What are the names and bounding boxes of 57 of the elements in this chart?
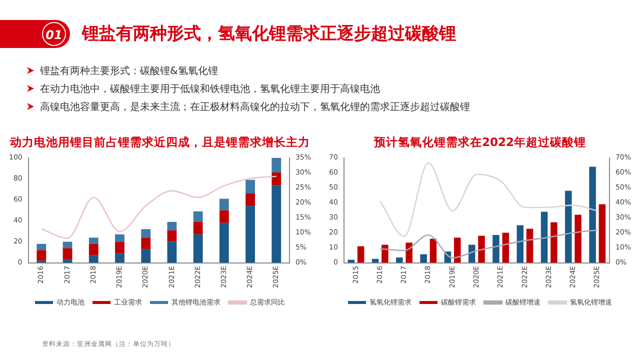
bar xyxy=(219,210,229,223)
bar xyxy=(115,242,124,254)
bar xyxy=(574,214,582,263)
bar xyxy=(430,238,437,263)
bar xyxy=(502,232,510,263)
bar xyxy=(141,238,151,250)
line-series xyxy=(379,229,598,258)
bar xyxy=(272,172,282,186)
bar xyxy=(167,242,177,263)
bar xyxy=(219,222,229,263)
bar xyxy=(272,158,282,172)
bar xyxy=(62,260,72,263)
bar xyxy=(540,212,548,263)
bar xyxy=(167,230,177,242)
bar xyxy=(193,222,203,234)
bar xyxy=(492,235,500,263)
chart-title: 预计氢氧化锂需求在2022年超过碳酸锂 xyxy=(372,134,586,149)
bar xyxy=(62,248,72,260)
bar xyxy=(526,228,534,263)
bar xyxy=(357,246,364,263)
bar xyxy=(246,180,255,194)
bar xyxy=(454,238,461,263)
text: 锂盐有两种主要形式：碳酸锂&氢氧化锂 xyxy=(40,64,218,78)
bar xyxy=(219,198,229,210)
bar xyxy=(420,254,427,263)
bar xyxy=(565,190,572,263)
bar xyxy=(246,193,255,206)
bar xyxy=(193,234,203,263)
bar xyxy=(88,255,98,263)
bar xyxy=(115,234,124,242)
bar xyxy=(141,229,151,238)
bar xyxy=(115,253,124,263)
bar xyxy=(88,244,98,256)
bar xyxy=(193,211,203,222)
bar xyxy=(36,250,46,261)
bar xyxy=(62,242,72,248)
bar xyxy=(396,258,403,263)
text: 锂盐有两种形式，氢氧化锂需求正逐步超过碳酸锂 xyxy=(82,23,456,45)
bar xyxy=(382,244,388,263)
bar xyxy=(406,242,412,263)
bar xyxy=(516,225,524,263)
bar xyxy=(589,166,596,263)
bar xyxy=(478,236,485,263)
bar xyxy=(141,249,151,263)
bar xyxy=(598,204,606,263)
text: 高镍电池容量更高，是未来主流；在正极材料高镍化的拉动下，氢氧化锂的需求正逐步超过碳酸锂 xyxy=(40,100,470,114)
bar xyxy=(167,222,177,230)
line-series xyxy=(379,162,598,237)
bar xyxy=(36,244,46,250)
text: 01 xyxy=(42,22,66,46)
chart-title: 动力电池用锂目前占锂需求近四成，且是锂需求增长主力 xyxy=(9,134,310,149)
bar xyxy=(88,238,98,244)
text: 在动力电池中，碳酸锂主要用于低镍和铁锂电池，氢氧化锂主要用于高镍电池 xyxy=(40,82,380,96)
bar xyxy=(246,206,255,263)
bar xyxy=(272,185,282,263)
line-series xyxy=(40,176,278,239)
bar xyxy=(550,222,558,263)
